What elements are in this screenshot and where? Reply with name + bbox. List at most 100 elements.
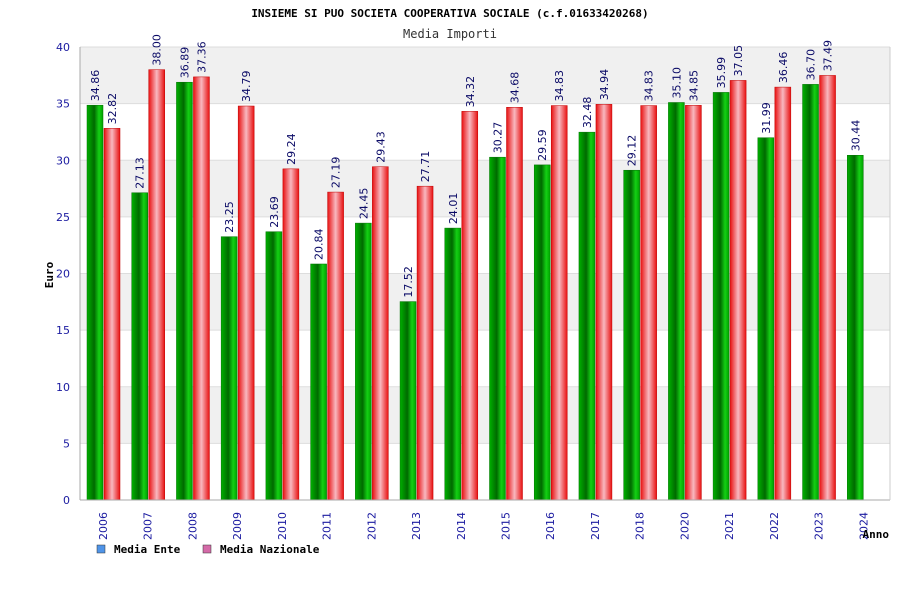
- bar-media-ente-2013: [399, 301, 417, 501]
- bar-media-ente-2009: [220, 236, 238, 501]
- bar-media-ente-2007: [131, 192, 148, 501]
- bar-value-label: 23.25: [223, 201, 236, 233]
- legend-swatch-media-nazionale: [202, 544, 212, 554]
- bar-value-label: 24.01: [447, 193, 460, 225]
- bar-value-label: 24.45: [357, 188, 370, 220]
- x-tick-label: 2015: [500, 512, 513, 540]
- bar-media-nazionale-2009: [237, 105, 255, 501]
- y-tick-label: 20: [56, 268, 70, 281]
- bar-media-nazionale-2018: [640, 105, 657, 501]
- bar-value-label: 29.24: [285, 133, 298, 165]
- bar-value-label: 31.99: [760, 102, 773, 134]
- y-tick-label: 15: [56, 324, 70, 337]
- x-tick-label: 2008: [186, 512, 199, 540]
- plot-band: [80, 160, 890, 217]
- bar-value-label: 37.05: [732, 45, 745, 77]
- bar-media-ente-2010: [265, 231, 283, 501]
- x-axis-ticks: 2006 2007 2008 2009 2010 2011 2012 2013 2014 2015…: [97, 512, 870, 540]
- plot-band: [80, 103, 890, 161]
- bar-media-nazionale-2007: [148, 69, 165, 501]
- bar-value-label: 38.00: [151, 34, 164, 66]
- bar-value-label: 36.89: [178, 47, 191, 79]
- bar-media-ente-2022: [757, 137, 775, 501]
- plot-background: [80, 47, 890, 500]
- bar-media-nazionale-2017: [595, 104, 613, 501]
- bar-media-nazionale-2023: [819, 75, 836, 501]
- bar-media-nazionale-2014: [461, 111, 479, 501]
- plot-band: [80, 386, 890, 444]
- bar-value-label: 37.36: [195, 41, 208, 73]
- x-tick-label: 2012: [365, 512, 378, 540]
- bar-media-nazionale-2013: [416, 185, 434, 501]
- bar-value-label: 29.59: [536, 129, 549, 161]
- bar-value-label: 34.32: [464, 76, 477, 108]
- bar-value-label: 36.70: [805, 49, 818, 81]
- bar-value-label: 35.10: [670, 67, 683, 99]
- bar-media-nazionale-2022: [774, 86, 792, 501]
- bar-media-nazionale-2015: [506, 106, 523, 501]
- bar-value-label: 20.84: [313, 228, 326, 260]
- bar-media-ente-2014: [444, 227, 462, 501]
- bar-value-label: 27.19: [330, 157, 343, 189]
- y-axis-ticks: 0 5 10 15 20 25 30 35 40: [56, 41, 70, 507]
- bar-value-label: 34.68: [509, 72, 522, 104]
- bar-media-ente-2006: [86, 104, 104, 501]
- bar-media-nazionale-2020: [685, 105, 702, 501]
- chart-title: INSIEME SI PUO SOCIETA COOPERATIVA SOCIA…: [251, 7, 648, 20]
- bar-media-nazionale-2011: [327, 191, 344, 501]
- x-tick-label: 2016: [544, 512, 557, 540]
- bar-value-label: 27.71: [419, 151, 432, 183]
- y-axis-label: Euro: [43, 261, 56, 288]
- bar-media-nazionale-2006: [103, 128, 121, 501]
- bar-value-label: 30.44: [849, 120, 862, 152]
- bar-value-label: 32.82: [106, 93, 119, 125]
- y-tick-label: 5: [63, 437, 70, 450]
- bar-media-ente-2023: [802, 84, 819, 501]
- bar-value-label: 35.99: [715, 57, 728, 89]
- bar-value-label: 23.69: [268, 196, 281, 228]
- plot-band: [80, 443, 890, 500]
- plot-band: [80, 216, 890, 274]
- bar-media-nazionale-2021: [729, 80, 747, 501]
- x-tick-label: 2009: [231, 512, 244, 540]
- bar-value-label: 32.48: [581, 97, 594, 129]
- legend-swatch-media-ente: [96, 544, 106, 554]
- legend: Media Ente Media Nazionale: [96, 543, 320, 556]
- x-tick-label: 2022: [768, 512, 781, 540]
- y-tick-label: 0: [63, 494, 70, 507]
- bar-value-label: 34.83: [553, 70, 566, 102]
- legend-label-media-nazionale: Media Nazionale: [220, 543, 320, 556]
- chart-subtitle: Media Importi: [403, 27, 497, 41]
- x-tick-label: 2014: [455, 512, 468, 540]
- bar-value-label: 36.46: [777, 52, 790, 84]
- plot-band: [80, 273, 890, 331]
- x-tick-label: 2006: [97, 512, 110, 540]
- bar-media-ente-2008: [176, 81, 193, 501]
- bar-value-label: 37.49: [822, 40, 835, 72]
- bar-value-label: 34.79: [240, 71, 253, 103]
- x-tick-label: 2013: [410, 512, 423, 540]
- bar-media-nazionale-2008: [193, 76, 210, 501]
- x-tick-label: 2017: [589, 512, 602, 540]
- bar-media-ente-2017: [578, 131, 596, 501]
- bar-media-nazionale-2012: [372, 166, 389, 501]
- bar-media-nazionale-2016: [550, 105, 568, 501]
- bar-media-ente-2018: [623, 169, 640, 501]
- bar-media-ente-2012: [355, 222, 372, 501]
- y-tick-label: 30: [56, 154, 70, 167]
- bar-value-label: 27.13: [134, 157, 147, 189]
- bar-value-label: 34.94: [598, 69, 611, 101]
- bar-value-label: 29.12: [626, 135, 639, 167]
- bar-value-label: 34.86: [89, 70, 102, 102]
- bar-media-ente-2015: [489, 156, 506, 501]
- plot-band: [80, 330, 890, 387]
- x-tick-label: 2020: [678, 512, 691, 540]
- bar-media-ente-2011: [310, 263, 327, 501]
- y-tick-label: 25: [56, 211, 70, 224]
- y-tick-label: 35: [56, 98, 70, 111]
- x-tick-label: 2011: [321, 512, 334, 540]
- x-tick-label: 2021: [723, 512, 736, 540]
- x-tick-label: 2010: [276, 512, 289, 540]
